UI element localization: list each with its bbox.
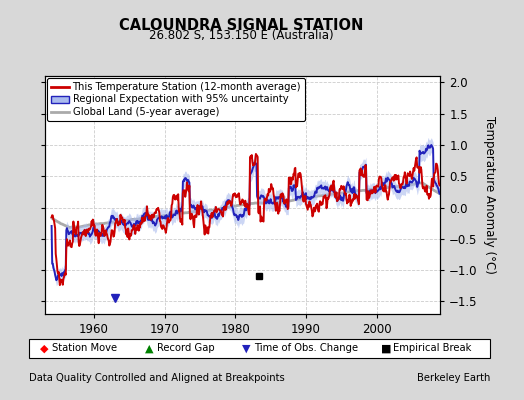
Text: 26.802 S, 153.150 E (Australia): 26.802 S, 153.150 E (Australia) [149, 30, 333, 42]
Text: Data Quality Controlled and Aligned at Breakpoints: Data Quality Controlled and Aligned at B… [29, 373, 285, 383]
Legend: This Temperature Station (12-month average), Regional Expectation with 95% uncer: This Temperature Station (12-month avera… [47, 78, 305, 121]
Text: Record Gap: Record Gap [157, 343, 215, 354]
Text: Time of Obs. Change: Time of Obs. Change [254, 343, 358, 354]
Text: Station Move: Station Move [52, 343, 117, 354]
Text: ◆: ◆ [40, 343, 49, 354]
Text: Berkeley Earth: Berkeley Earth [417, 373, 490, 383]
Text: ■: ■ [381, 343, 392, 354]
Text: CALOUNDRA SIGNAL STATION: CALOUNDRA SIGNAL STATION [119, 18, 363, 34]
Y-axis label: Temperature Anomaly (°C): Temperature Anomaly (°C) [483, 116, 496, 274]
Text: Empirical Break: Empirical Break [393, 343, 472, 354]
Text: ▼: ▼ [242, 343, 250, 354]
Text: ▲: ▲ [145, 343, 154, 354]
